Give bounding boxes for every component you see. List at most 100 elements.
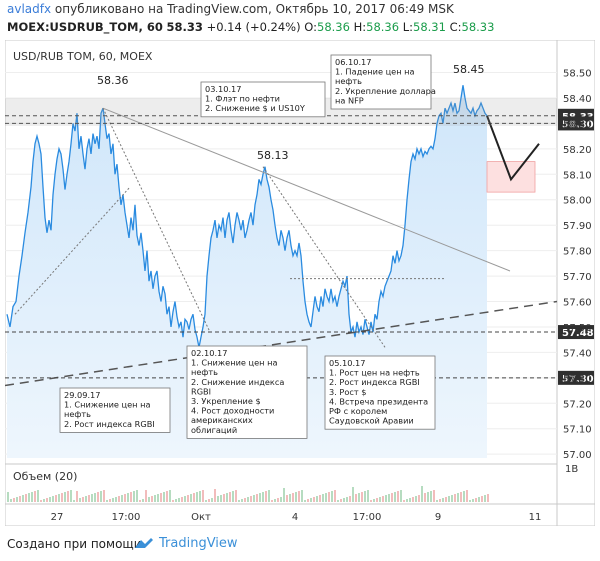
volume-bar — [424, 493, 426, 502]
peak-label: 58.13 — [257, 149, 289, 162]
volume-bar — [469, 500, 471, 502]
author-link[interactable]: avladfx — [7, 2, 52, 16]
volume-bar — [109, 499, 111, 502]
volume-bar — [241, 499, 243, 502]
volume-bar — [13, 498, 15, 502]
volume-bar — [376, 498, 378, 502]
note-box — [186, 345, 308, 439]
volume-bar — [16, 497, 18, 502]
volume-bar — [148, 497, 150, 502]
volume-bar — [82, 497, 84, 502]
volume-bar — [346, 497, 348, 502]
note-line: 4. Рост доходности — [191, 406, 274, 416]
volume-bar — [28, 493, 30, 502]
volume-bar — [403, 500, 405, 502]
volume-bar — [37, 490, 39, 502]
volume-bar — [220, 495, 222, 502]
volume-bar — [250, 496, 252, 502]
volume-bar — [436, 500, 438, 502]
note-line: 2. Рост индекса RGBI — [64, 419, 155, 429]
note-line: 29.09.17 — [64, 390, 100, 400]
price-tick: 58.20 — [563, 145, 592, 156]
price-tick: 58.50 — [563, 69, 592, 80]
note-line: 1. Флэт по нефти — [205, 94, 280, 104]
low-label: L: — [402, 20, 414, 34]
note-line: 2. Укрепление доллара — [335, 86, 436, 96]
volume-bar — [166, 491, 168, 502]
volume-bar — [121, 495, 123, 502]
volume-bar — [202, 490, 204, 502]
volume-bar — [217, 496, 219, 502]
note-line: 2. Снижение $ и US10Y — [205, 103, 306, 113]
volume-bar — [439, 499, 441, 502]
price-tick: 57.90 — [563, 221, 592, 232]
volume-bar — [349, 496, 351, 502]
volume-bar — [421, 486, 423, 502]
volume-bar — [115, 497, 117, 502]
volume-bar — [472, 499, 474, 502]
volume-bar — [325, 493, 327, 502]
volume-bar — [406, 499, 408, 502]
peak-label: 58.45 — [453, 63, 485, 76]
close-value: 58.33 — [461, 20, 495, 34]
price-marker-box — [558, 325, 594, 340]
volume-bar — [178, 498, 180, 502]
volume-bar — [172, 500, 174, 502]
volume-bar — [58, 494, 60, 502]
price-marker-label: 57.48 — [562, 328, 594, 339]
volume-bar — [379, 497, 381, 502]
volume-bar — [133, 491, 135, 502]
price-marker-box — [558, 370, 594, 385]
volume-bar — [139, 500, 141, 502]
volume-pane: Объем (20) 1В — [7, 464, 578, 502]
volume-bar — [280, 497, 282, 502]
tradingview-logo[interactable]: TradingView — [133, 534, 238, 552]
volume-bar — [106, 500, 108, 502]
fib-dotted-line — [102, 107, 211, 333]
volume-bar — [292, 493, 294, 502]
volume-bar — [313, 497, 315, 502]
volume-bar — [193, 493, 195, 502]
price-tick: 57.00 — [563, 450, 592, 461]
volume-bar — [130, 492, 132, 502]
volume-bar — [262, 492, 264, 502]
volume-bar — [304, 500, 306, 502]
volume-bar — [190, 494, 192, 502]
volume-bar — [409, 498, 411, 502]
volume-bar — [394, 492, 396, 502]
note-line: 1. Снижение цен на — [191, 358, 277, 368]
volume-bar — [19, 496, 21, 502]
volume-bar — [7, 492, 9, 502]
volume-bar — [85, 496, 87, 502]
volume-bar — [136, 490, 138, 502]
volume-bar — [430, 491, 432, 502]
volume-bar — [343, 498, 345, 502]
volume-bar — [466, 490, 468, 502]
volume-bar — [76, 491, 78, 502]
volume-bar — [277, 498, 279, 502]
volume-bar — [295, 492, 297, 502]
volume-label: Объем (20) — [13, 470, 77, 483]
note-line: 2. Рост индекса RGBI — [329, 377, 420, 387]
volume-bar — [454, 494, 456, 502]
volume-bar — [367, 490, 369, 502]
volume-bar — [199, 491, 201, 502]
price-tick: 57.30 — [563, 374, 592, 385]
volume-bar — [451, 495, 453, 502]
volume-bar — [382, 496, 384, 502]
volume-bar — [94, 493, 96, 502]
forecast-path — [486, 115, 540, 182]
high-label: H: — [353, 20, 367, 34]
note-line: 3. Рост $ — [329, 387, 366, 397]
note-line: 3. Укрепление $ — [191, 396, 261, 406]
volume-bar — [259, 493, 261, 502]
volume-bar — [412, 497, 414, 502]
volume-bar — [97, 492, 99, 502]
target-zone — [486, 161, 536, 193]
volume-bar — [10, 499, 12, 502]
volume-bar — [142, 499, 144, 502]
volume-bar — [286, 495, 288, 502]
volume-bar — [457, 493, 459, 502]
